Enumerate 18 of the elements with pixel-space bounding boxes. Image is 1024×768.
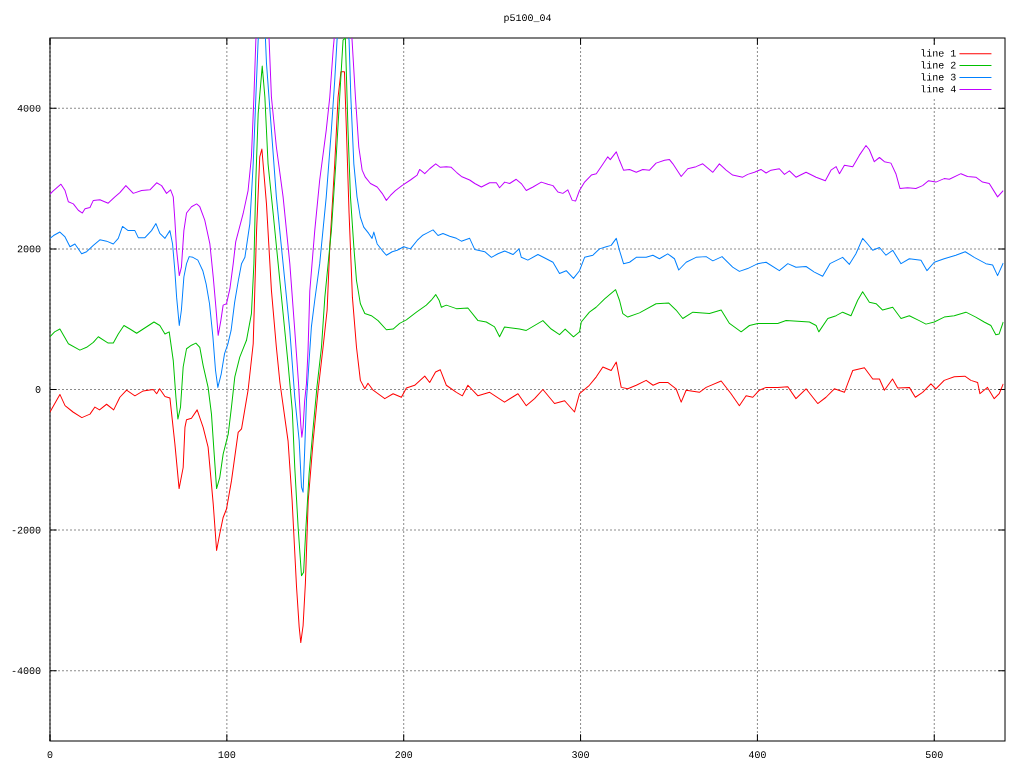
y-tick-label: -4000: [12, 667, 41, 675]
x-tick-label: 200: [395, 751, 413, 759]
x-tick-label: 400: [748, 751, 766, 759]
line-series: [50, 71, 1004, 644]
x-tick-label: 500: [925, 751, 943, 759]
y-tick-label: 0: [35, 386, 41, 393]
x-tick-label: 300: [572, 751, 589, 759]
legend-label: line 4: [921, 85, 956, 93]
legend-label: line 1: [921, 49, 956, 57]
line-series: [50, 37, 1004, 577]
x-tick-label: 0: [47, 751, 53, 759]
legend-label: line 3: [921, 73, 956, 81]
legend-label: line 2: [921, 61, 956, 69]
y-tick-label: -2000: [12, 526, 41, 534]
chart-title: p5100_04: [504, 14, 551, 24]
x-tick-label: 100: [218, 751, 236, 759]
y-tick-label: 4000: [17, 104, 41, 112]
y-tick-label: 2000: [17, 245, 41, 253]
